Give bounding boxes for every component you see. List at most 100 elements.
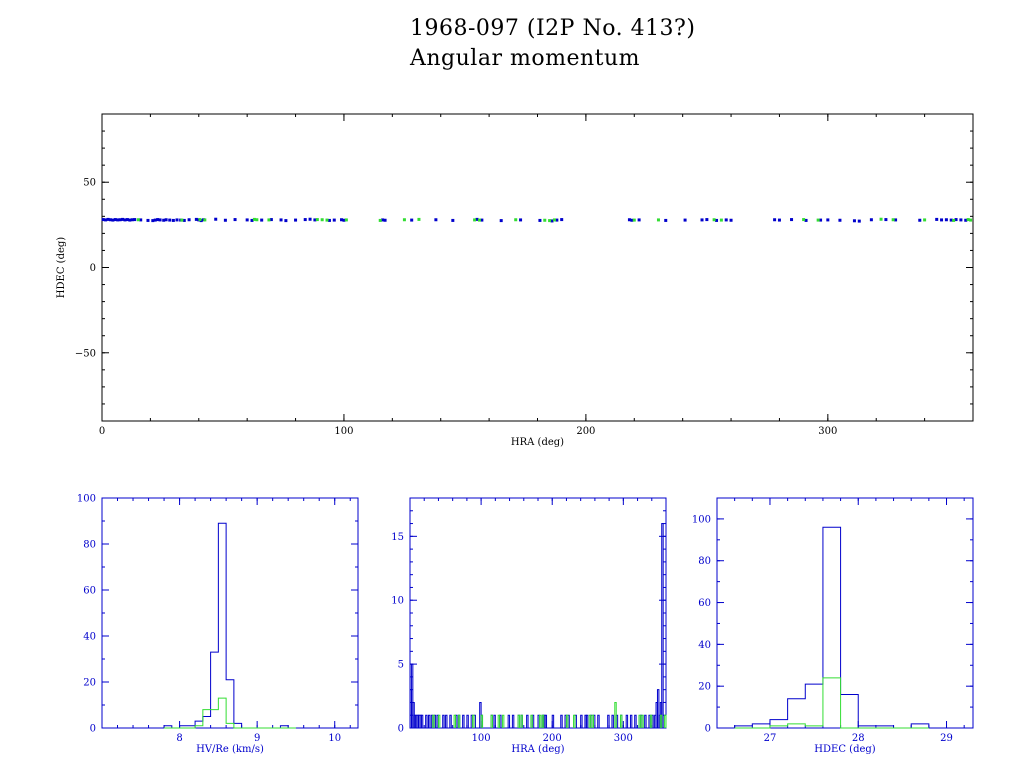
histogram-bar-green — [638, 714, 641, 728]
scatter-point-blue — [327, 218, 331, 222]
y-tick-label: 40 — [83, 632, 96, 643]
scatter-point-blue — [852, 219, 856, 223]
histogram-bar-blue — [551, 714, 555, 728]
histogram-series-green — [734, 677, 929, 729]
histogram-bar-blue — [597, 714, 600, 728]
scatter-point-blue — [383, 218, 387, 222]
histogram-bar-green — [641, 714, 644, 728]
scatter-point-blue — [550, 219, 554, 223]
histogram-bar-green — [453, 714, 457, 728]
y-tick-label: 0 — [398, 724, 404, 735]
scatter-point-blue — [410, 218, 414, 222]
scatter-point-blue — [560, 218, 564, 222]
scatter-point-blue — [233, 218, 237, 222]
scatter-point-green — [879, 217, 883, 221]
scatter-point-green — [252, 217, 256, 221]
histogram-bar-blue — [427, 714, 431, 728]
scatter-point-blue — [724, 218, 728, 222]
histogram-bar-green — [573, 714, 576, 728]
scatter-point-blue — [705, 218, 709, 222]
y-tick-label: 80 — [698, 556, 711, 567]
scatter-point-blue — [101, 218, 105, 222]
scatter-point-blue — [729, 218, 733, 222]
scatter-point-blue — [123, 218, 127, 222]
scatter-point-blue — [894, 218, 898, 222]
scatter-point-blue — [826, 218, 830, 222]
scatter-point-blue — [106, 217, 110, 221]
x-axis-label: HRA (deg) — [511, 437, 564, 448]
scatter-point-blue — [121, 217, 125, 221]
scatter-point-blue — [194, 217, 198, 221]
scatter-point-blue — [790, 218, 794, 222]
scatter-point-green — [320, 218, 324, 222]
histogram-bar-blue — [585, 714, 589, 728]
histogram-bar-green — [538, 714, 542, 728]
scatter-point-green — [325, 218, 329, 222]
scatter-point-green — [816, 218, 820, 222]
x-tick-label: 29 — [940, 733, 953, 744]
scatter-point-blue — [113, 218, 117, 222]
scatter-point-blue — [214, 217, 218, 221]
scatter-point-blue — [664, 218, 668, 222]
scatter-point-blue — [869, 218, 873, 222]
scatter-point-blue — [168, 218, 172, 222]
histogram-bar-blue — [511, 714, 515, 728]
scatter-point-blue — [146, 218, 150, 222]
plot-frame — [101, 497, 359, 729]
scatter-point-green — [378, 218, 382, 222]
scatter-point-blue — [804, 218, 808, 222]
scatter-point-blue — [250, 218, 254, 222]
scatter-point-blue — [260, 218, 264, 222]
histogram-bar-blue — [462, 714, 465, 728]
scatter-point-blue — [944, 218, 948, 222]
scatter-point-blue — [153, 218, 157, 222]
y-tick-label: 0 — [90, 263, 96, 274]
histogram-bar-blue — [410, 663, 414, 728]
scatter-point-blue — [164, 218, 168, 222]
histogram-bar-blue — [445, 714, 448, 728]
x-tick-label: 300 — [614, 733, 633, 744]
scatter-point-green — [203, 218, 207, 222]
scatter-point-green — [473, 218, 477, 222]
scatter-point-blue — [156, 218, 160, 222]
scatter-point-blue — [683, 218, 687, 222]
histogram-bar-green — [501, 714, 505, 728]
scatter-point-blue — [118, 218, 122, 222]
scatter-point-blue — [918, 218, 922, 222]
scatter-point-green — [548, 219, 552, 223]
scatter-point-blue — [151, 219, 155, 223]
x-axis-label: HDEC (deg) — [814, 744, 875, 755]
histogram-bar-green — [520, 714, 523, 728]
histogram-bar-blue — [493, 714, 496, 728]
scatter-point-green — [315, 218, 319, 222]
y-tick-label: 60 — [83, 586, 96, 597]
histogram-series-blue — [734, 526, 930, 729]
histogram-bar-blue — [507, 714, 511, 728]
scatter-point-blue — [158, 218, 162, 222]
scatter-point-blue — [340, 218, 344, 222]
scatter-point-blue — [715, 218, 719, 222]
y-tick-label: 20 — [83, 678, 96, 689]
scatter-point-green — [198, 218, 202, 222]
x-tick-label: 200 — [543, 733, 562, 744]
histogram-bar-blue — [661, 523, 664, 728]
histogram-bar-blue — [611, 714, 614, 728]
scatter-point-blue — [451, 218, 455, 222]
y-tick-label: 40 — [698, 640, 711, 651]
scatter-point-green — [966, 218, 970, 222]
x-tick-label: 300 — [818, 426, 837, 437]
x-tick-label: 100 — [472, 733, 491, 744]
scatter-point-blue — [187, 218, 191, 222]
scatter-point-blue — [111, 218, 115, 222]
scatter-point-blue — [342, 218, 346, 222]
histogram-bar-green — [591, 714, 594, 728]
scatter-point-blue — [332, 218, 336, 222]
x-tick-label: 100 — [334, 426, 353, 437]
chart-title-line1: 1968-097 (I2P No. 413?) — [410, 16, 696, 41]
scatter-point-green — [656, 218, 660, 222]
scatter-point-blue — [627, 218, 631, 222]
histogram-series-blue — [163, 522, 296, 729]
histogram-bar-blue — [442, 714, 445, 728]
y-tick-label: 20 — [698, 682, 711, 693]
